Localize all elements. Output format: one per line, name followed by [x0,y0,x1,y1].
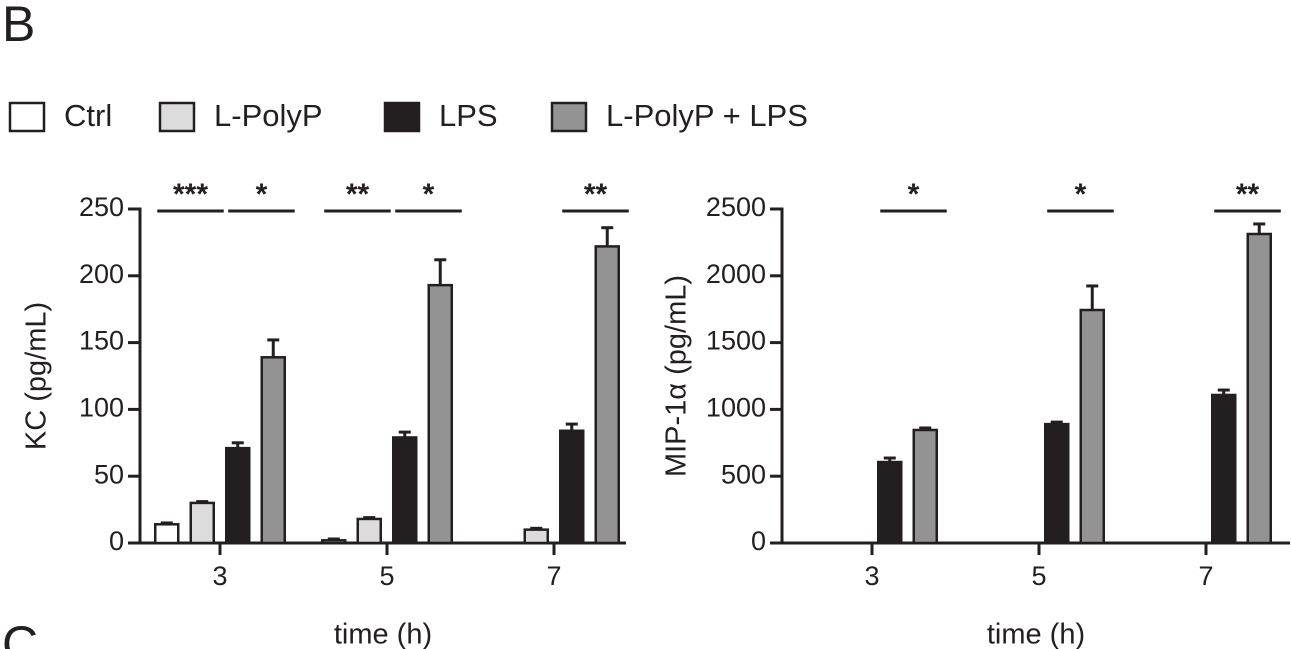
bar [1044,422,1070,545]
bar [356,517,382,545]
legend-swatch [383,101,421,133]
legend-swatch [550,101,588,133]
x-tick-label: 3 [212,561,227,591]
significance-label: * [423,178,435,211]
y-tick-label: 250 [79,192,124,222]
y-tick-label: 50 [94,459,124,489]
y-tick-label: 500 [721,459,766,489]
bar [1246,232,1272,545]
x-tick-label: 5 [1031,561,1046,591]
significance-label: ** [584,178,608,211]
x-tick-label: 7 [546,561,561,591]
y-tick-label: 2000 [706,259,766,289]
bar [912,428,938,545]
legend-swatch [8,101,46,133]
bar [189,501,215,545]
bar [427,283,453,545]
bar [260,356,286,545]
bar [594,245,620,545]
legend-label: LPS [439,98,498,133]
y-tick-label: 0 [751,526,766,556]
significance-label: * [908,178,920,211]
x-axis-label: time (h) [987,619,1085,649]
y-tick-label: 150 [79,326,124,356]
y-tick-label: 1000 [706,393,766,423]
significance-label: * [1075,178,1087,211]
bar [1079,308,1105,545]
y-axis-label: KC (pg/mL) [21,302,53,450]
significance-label: ** [1236,178,1260,211]
significance-label: ** [346,178,370,211]
y-axis-label: MIP-1α (pg/mL) [661,275,693,477]
bar [877,460,903,545]
significance-label: * [256,178,268,211]
bar [1211,393,1237,545]
bar [225,446,251,545]
bar [559,429,585,545]
legend-label: L-PolyP [214,98,323,133]
y-tick-label: 100 [79,393,124,423]
panel-label: B [2,0,35,52]
y-tick-label: 200 [79,259,124,289]
y-tick-label: 1500 [706,326,766,356]
significance-label: *** [173,178,208,211]
x-tick-label: 3 [864,561,879,591]
x-tick-label: 7 [1198,561,1213,591]
x-tick-label: 5 [379,561,394,591]
panel-label: C [2,616,38,649]
legend-swatch [158,101,196,133]
bar [392,436,418,545]
x-axis-label: time (h) [334,619,432,649]
bar [523,528,549,545]
legend-label: L-PolyP + LPS [606,98,808,133]
legend-label: Ctrl [64,98,112,133]
bar [154,523,180,545]
y-tick-label: 0 [109,526,124,556]
bar [321,539,347,545]
y-tick-label: 2500 [706,192,766,222]
